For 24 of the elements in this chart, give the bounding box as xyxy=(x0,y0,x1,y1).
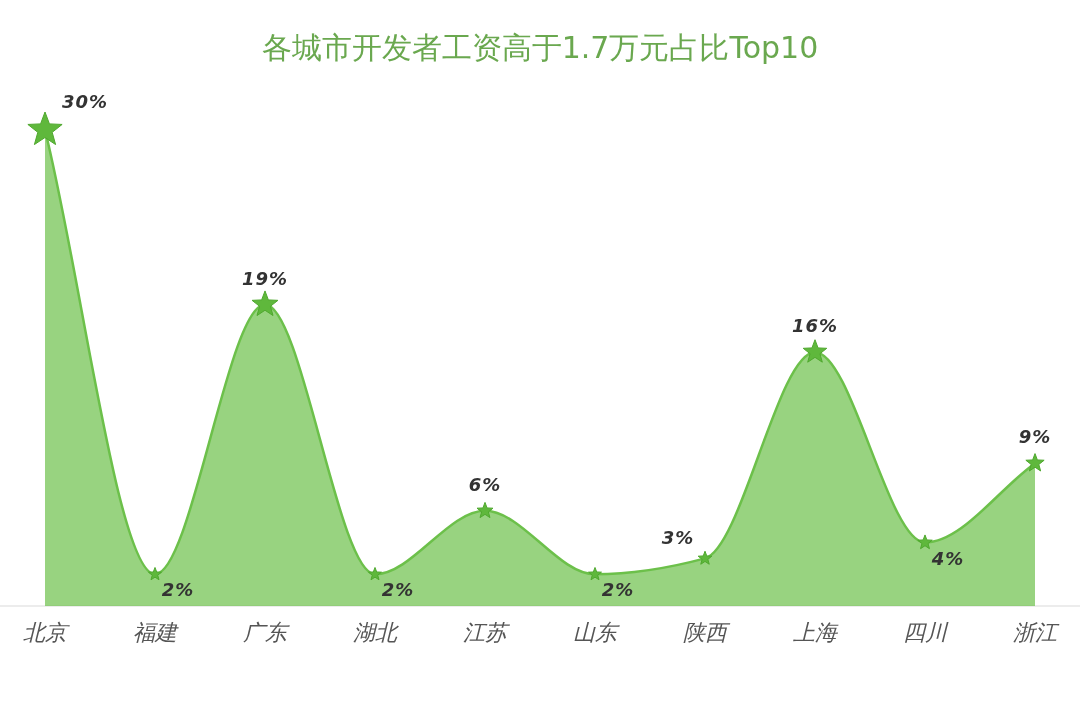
data-label: 19% xyxy=(241,267,289,289)
data-label: 16% xyxy=(791,315,839,337)
point xyxy=(697,550,713,565)
x-tick-label: 湖北 xyxy=(353,620,399,645)
x-tick-label: 北京 xyxy=(23,620,70,645)
x-tick-label: 上海 xyxy=(793,620,839,645)
data-label: 3% xyxy=(661,527,695,549)
point xyxy=(917,534,933,550)
data-label: 2% xyxy=(161,579,195,601)
x-tick-label: 四川 xyxy=(903,620,949,645)
x-tick-label: 山东 xyxy=(573,620,620,645)
x-tick-label: 福建 xyxy=(133,620,179,645)
data-label: 2% xyxy=(381,579,415,601)
x-tick-label: 浙江 xyxy=(1013,620,1060,645)
chart-title: 各城市开发者工资高于1.7万元占比Top10 xyxy=(261,30,819,65)
data-label: 6% xyxy=(468,473,502,495)
x-tick-label: 广东 xyxy=(243,620,290,645)
x-tick-label: 陕西 xyxy=(683,620,731,645)
x-tick-label: 江苏 xyxy=(463,620,510,645)
data-label: 4% xyxy=(930,547,965,569)
data-label: 2% xyxy=(601,579,635,601)
data-label: 9% xyxy=(1018,426,1052,448)
point xyxy=(476,501,494,519)
data-label: 30% xyxy=(61,91,109,112)
